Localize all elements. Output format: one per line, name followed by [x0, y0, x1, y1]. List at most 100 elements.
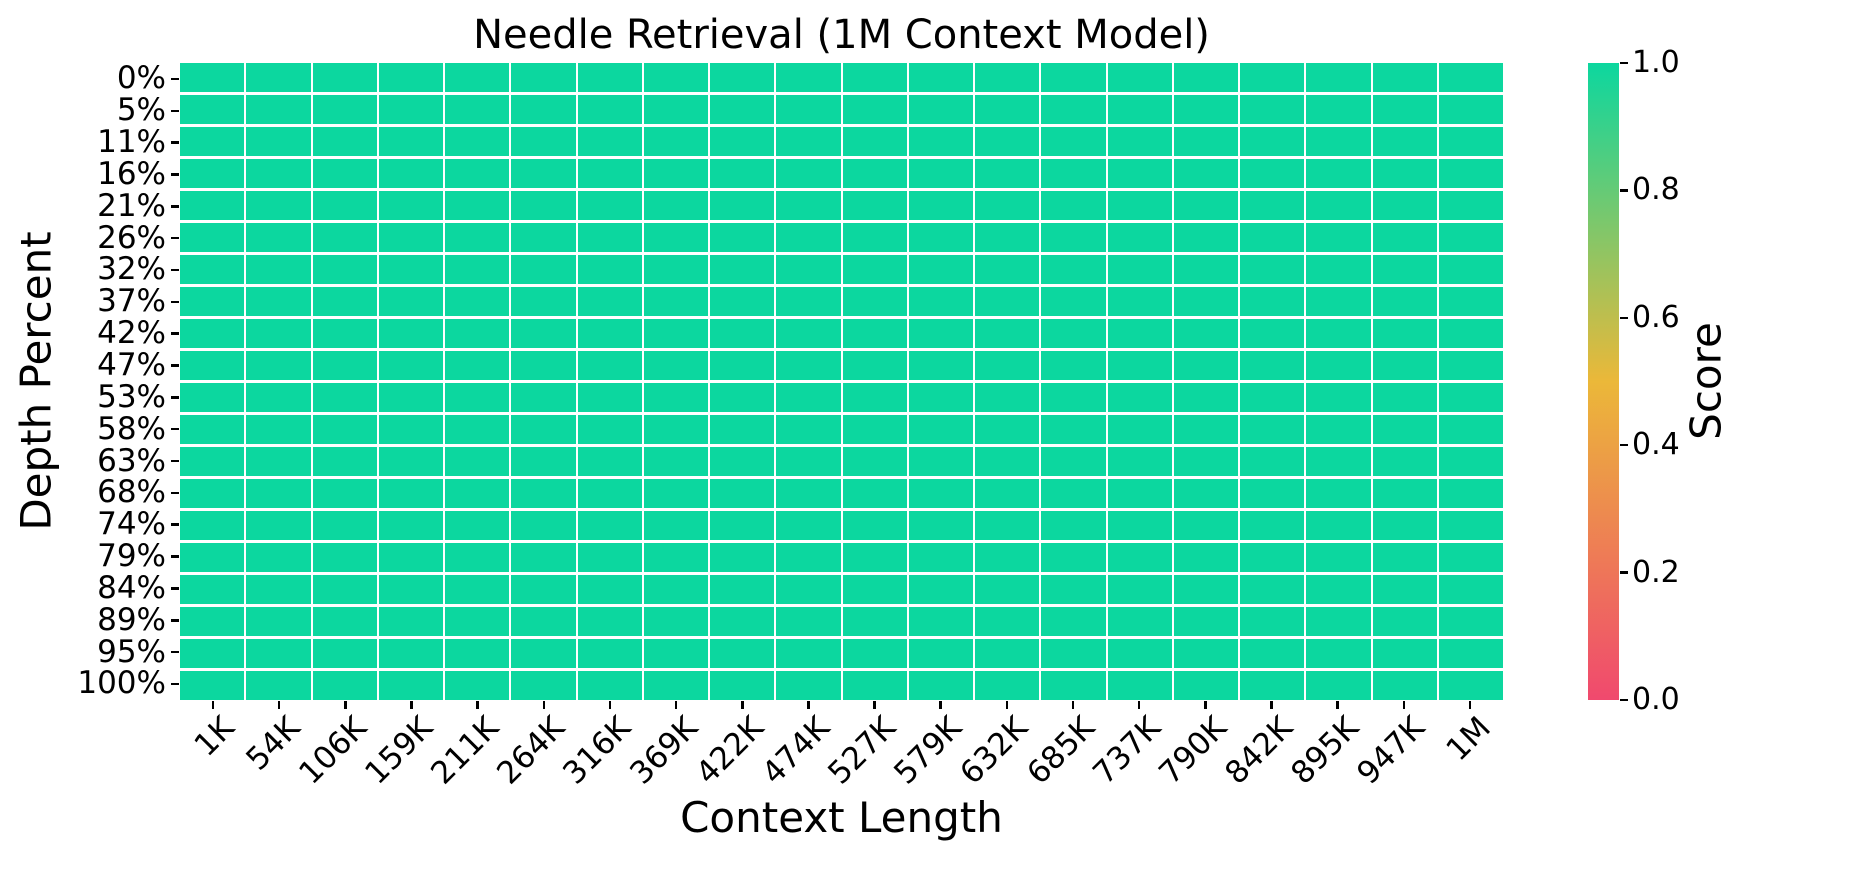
heatmap-cell: [710, 479, 775, 508]
heatmap-cell: [975, 447, 1040, 476]
heatmap-cell: [378, 223, 443, 252]
heatmap-cell: [710, 95, 775, 124]
heatmap-cell: [1173, 479, 1238, 508]
heatmap-cell: [577, 415, 642, 444]
heatmap-cell: [643, 223, 708, 252]
y-tick-label: 16%: [97, 155, 166, 192]
heatmap-cell: [1438, 63, 1503, 92]
heatmap-cell: [1240, 127, 1305, 156]
colorbar-tick-label: 0.0: [1632, 682, 1680, 717]
heatmap-cell: [577, 159, 642, 188]
heatmap-cell: [908, 159, 973, 188]
heatmap-cell: [246, 287, 311, 316]
heatmap-cell: [1306, 255, 1371, 284]
y-tick-label: 0%: [116, 60, 166, 97]
heatmap-cell: [378, 575, 443, 604]
heatmap-cell: [908, 415, 973, 444]
x-tick-label: 579K: [887, 709, 970, 792]
heatmap-cell: [1107, 447, 1172, 476]
heatmap-cell: [445, 159, 510, 188]
heatmap-cell: [1107, 95, 1172, 124]
heatmap-cell: [710, 511, 775, 540]
heatmap-cell: [378, 447, 443, 476]
x-tick-label: 316K: [556, 709, 639, 792]
heatmap-cell: [908, 447, 973, 476]
x-tick-label: 159K: [358, 709, 440, 792]
heatmap-cell: [445, 383, 510, 412]
heatmap-cell: [1240, 447, 1305, 476]
heatmap-cell: [511, 639, 576, 668]
heatmap-cell: [180, 255, 245, 284]
colorbar-tick-mark: [1620, 189, 1628, 192]
heatmap-cell: [1438, 95, 1503, 124]
heatmap-cell: [1173, 575, 1238, 604]
x-tick-label: 422K: [688, 709, 771, 792]
heatmap-cell: [312, 159, 377, 188]
heatmap-cell: [312, 191, 377, 220]
y-tick-mark: [171, 332, 179, 335]
heatmap-cell: [1041, 511, 1106, 540]
heatmap-cell: [975, 383, 1040, 412]
x-tick-mark: [476, 701, 479, 709]
heatmap-cell: [577, 191, 642, 220]
colorbar-tick-label: 0.4: [1632, 427, 1680, 463]
heatmap-cell: [842, 95, 907, 124]
x-tick-label: 790K: [1151, 709, 1234, 792]
x-tick-label: 106K: [292, 709, 374, 792]
heatmap-cell: [1041, 63, 1106, 92]
x-tick-label: 685K: [1019, 709, 1102, 792]
heatmap-cell: [975, 415, 1040, 444]
heatmap-cell: [710, 63, 775, 92]
heatmap-cell: [445, 511, 510, 540]
heatmap-cell: [246, 223, 311, 252]
heatmap-cell: [1372, 159, 1437, 188]
heatmap-cell: [1306, 63, 1371, 92]
heatmap-cell: [246, 255, 311, 284]
heatmap-cell: [180, 351, 245, 380]
heatmap-cell: [378, 415, 443, 444]
heatmap-cell: [710, 607, 775, 636]
heatmap-cell: [908, 127, 973, 156]
heatmap-cell: [643, 511, 708, 540]
y-tick-label: 68%: [97, 474, 166, 511]
heatmap-cell: [1306, 639, 1371, 668]
x-tick-mark: [1137, 701, 1141, 709]
heatmap-cell: [246, 95, 311, 124]
y-tick-mark: [171, 109, 179, 113]
heatmap-cell: [975, 223, 1040, 252]
y-tick-label: 100%: [77, 665, 166, 702]
heatmap-cell: [312, 127, 377, 156]
heatmap-cell: [1107, 671, 1172, 700]
heatmap-cell: [1240, 671, 1305, 700]
heatmap-cell: [1041, 479, 1106, 508]
heatmap-cell: [1041, 415, 1106, 444]
heatmap-cell: [312, 287, 377, 316]
heatmap-cell: [1438, 639, 1503, 668]
heatmap-cell: [1041, 351, 1106, 380]
heatmap-cell: [1372, 255, 1437, 284]
colorbar-gradient: [1588, 63, 1619, 700]
x-tick-label: 1M: [1439, 709, 1499, 769]
heatmap-cell: [1041, 543, 1106, 572]
y-tick-mark: [171, 364, 179, 367]
y-tick-label: 74%: [97, 506, 166, 543]
heatmap-cell: [577, 223, 642, 252]
heatmap-cell: [975, 95, 1040, 124]
heatmap-cell: [1041, 127, 1106, 156]
heatmap-cell: [1372, 543, 1437, 572]
x-tick-mark: [344, 701, 347, 709]
heatmap-cell: [445, 479, 510, 508]
heatmap-cell: [776, 511, 841, 540]
heatmap-cell: [776, 383, 841, 412]
colorbar-tick-mark: [1620, 316, 1628, 320]
heatmap-cell: [180, 127, 245, 156]
heatmap-cell: [445, 95, 510, 124]
heatmap-cell: [776, 255, 841, 284]
heatmap-cell: [246, 511, 311, 540]
y-tick: 58%: [0, 413, 179, 445]
heatmap-cell: [908, 319, 973, 348]
y-tick: 0%: [0, 63, 179, 95]
heatmap-cell: [1372, 319, 1437, 348]
heatmap-cell: [577, 575, 642, 604]
heatmap-cell: [445, 127, 510, 156]
